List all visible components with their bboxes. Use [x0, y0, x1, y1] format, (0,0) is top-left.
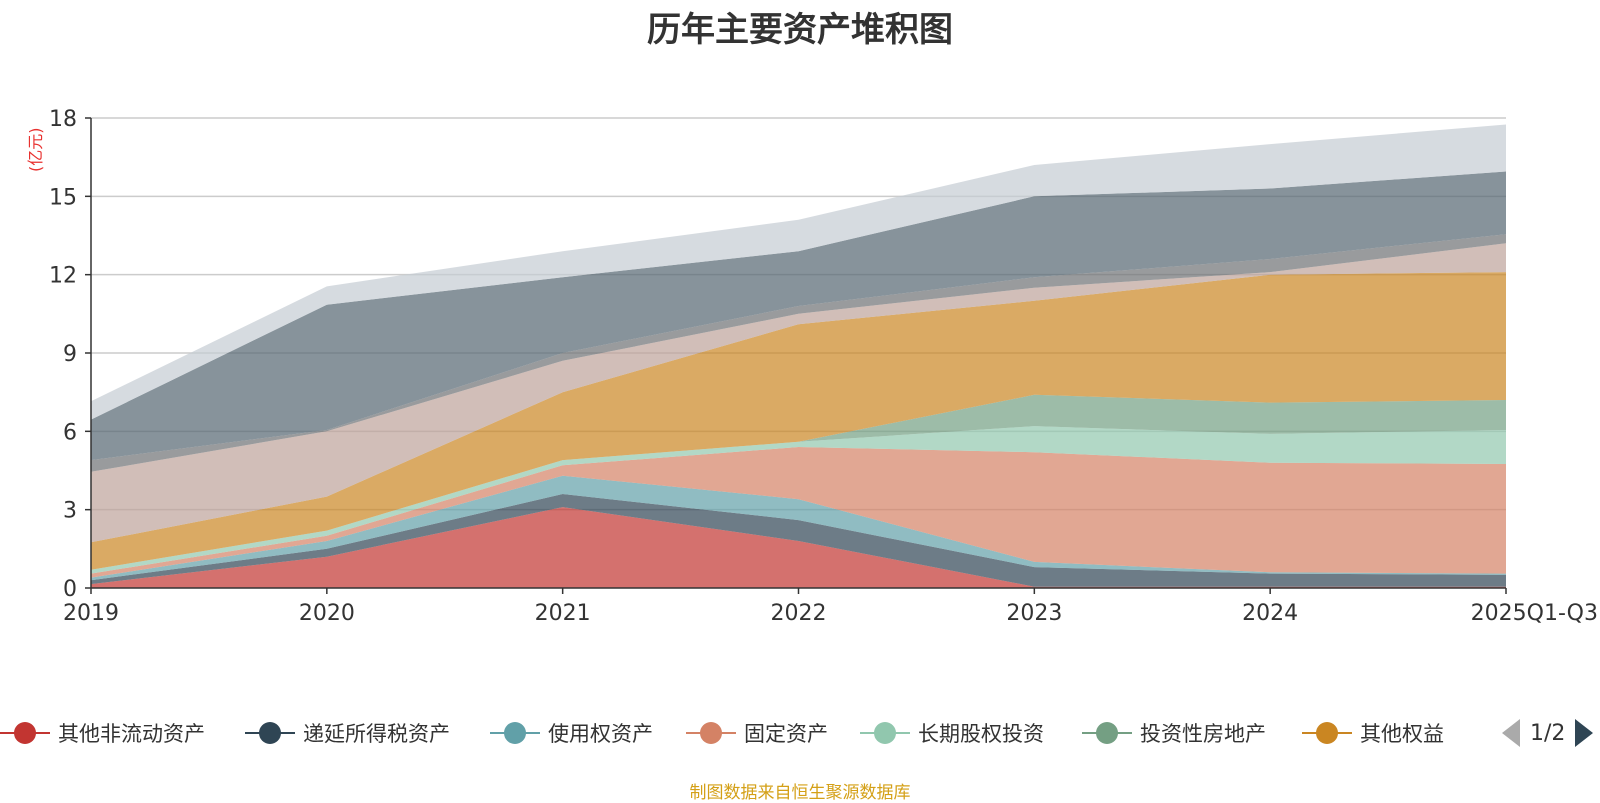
area-layer — [91, 124, 1506, 588]
legend-label: 其他非流动资产 — [58, 722, 205, 746]
legend-item[interactable]: 使用权资产 — [490, 716, 653, 750]
stacked-area-chart: 0 3 6 9 12 15 18 2019 2020 2021 2022 2023 2024 2025Q1… — [49, 107, 1598, 626]
y-tick-label: 3 — [63, 499, 77, 524]
legend-item[interactable]: 递延所得税资产 — [245, 716, 450, 750]
legend-page-indicator: 1/2 — [1530, 720, 1566, 746]
area-series-3[interactable] — [91, 447, 1506, 578]
x-tick-label: 2021 — [535, 601, 591, 626]
y-tick-label: 18 — [49, 107, 77, 132]
legend-item[interactable]: 其他权益 — [1302, 716, 1444, 750]
y-tick-label: 15 — [49, 185, 77, 210]
legend: 其他非流动资产 递延所得税资产 使用权资产 固定资产 长期股权投资 投资性房地产 其他权益 — [0, 716, 1600, 750]
legend-item[interactable]: 长期股权投资 — [860, 716, 1044, 750]
legend-label: 长期股权投资 — [918, 722, 1044, 746]
chart-title: 历年主要资产堆积图 — [647, 10, 953, 50]
legend-marker-icon — [686, 716, 736, 750]
area-series-1[interactable] — [91, 494, 1506, 587]
y-tick-label: 9 — [63, 342, 77, 367]
area-series-9[interactable] — [91, 171, 1506, 461]
legend-marker-icon — [860, 716, 910, 750]
legend-item[interactable]: 固定资产 — [686, 716, 828, 750]
area-series-4[interactable] — [91, 426, 1506, 574]
x-tick-label: 2024 — [1242, 601, 1298, 626]
area-series-6[interactable] — [91, 272, 1506, 570]
source-note: 制图数据来自恒生聚源数据库 — [689, 783, 911, 803]
legend-marker-icon — [245, 716, 295, 750]
legend-marker-icon — [0, 716, 50, 750]
x-tick-label: 2020 — [299, 601, 355, 626]
y-tick-label: 0 — [63, 577, 77, 602]
legend-label: 固定资产 — [744, 722, 828, 746]
area-series-0[interactable] — [91, 507, 1506, 588]
legend-label: 递延所得税资产 — [303, 722, 450, 746]
legend-label: 投资性房地产 — [1140, 722, 1266, 746]
legend-marker-icon — [490, 716, 540, 750]
x-tick-label: 2019 — [63, 601, 119, 626]
legend-marker-icon — [1082, 716, 1132, 750]
axis-layer: 0 3 6 9 12 15 18 2019 2020 2021 2022 2023 2024 2025Q1… — [49, 107, 1598, 626]
area-series-10[interactable] — [91, 124, 1506, 420]
legend-prev-page-icon[interactable] — [1502, 719, 1520, 747]
legend-pager: 1/2 — [1502, 716, 1594, 750]
x-tick-label: 2025Q1-Q3 — [1471, 601, 1598, 626]
area-series-2[interactable] — [91, 475, 1506, 581]
x-tick-label: 2023 — [1006, 601, 1062, 626]
y-tick-label: 6 — [63, 420, 77, 445]
legend-item[interactable]: 其他非流动资产 — [0, 716, 205, 750]
area-series-8[interactable] — [91, 234, 1506, 472]
legend-marker-icon — [1302, 716, 1352, 750]
area-series-5[interactable] — [91, 394, 1506, 570]
legend-label: 使用权资产 — [548, 722, 653, 746]
legend-item[interactable]: 投资性房地产 — [1082, 716, 1266, 750]
x-tick-label: 2022 — [771, 601, 827, 626]
legend-label: 其他权益 — [1360, 722, 1444, 746]
legend-next-page-icon[interactable] — [1575, 719, 1594, 747]
area-series-7[interactable] — [91, 243, 1506, 543]
y-tick-label: 12 — [49, 264, 77, 289]
